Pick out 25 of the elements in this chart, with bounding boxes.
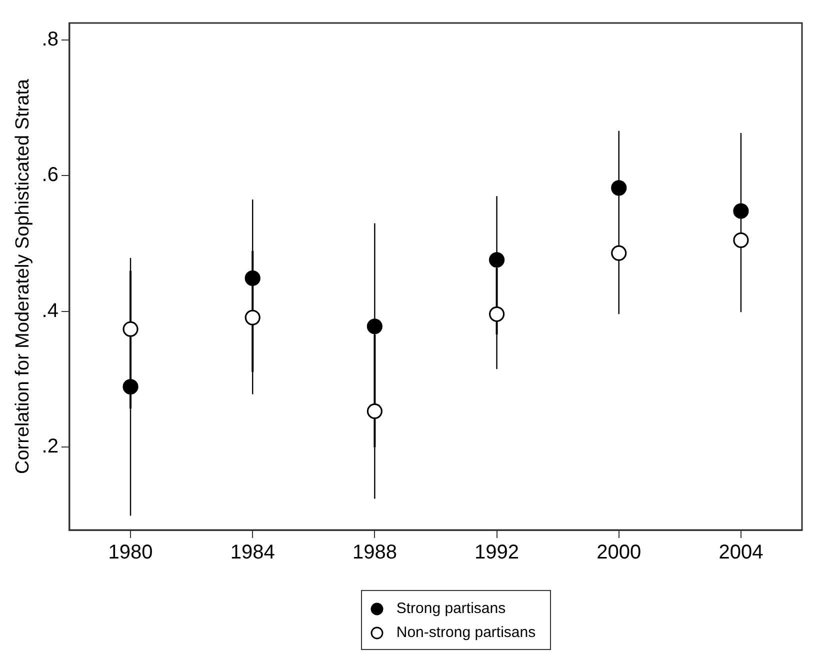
x-tick-label: 2004 xyxy=(718,542,764,564)
point xyxy=(488,306,505,322)
point xyxy=(733,232,749,248)
x-tick-label: 1984 xyxy=(230,542,275,564)
point xyxy=(611,180,627,196)
y-axis-title: Correlation for Moderately Sophisticated Strata xyxy=(12,78,34,474)
y-tick-label: .4 xyxy=(42,300,58,322)
y-tick-label: .8 xyxy=(42,28,58,50)
x-tick-label: 2000 xyxy=(596,542,642,564)
point xyxy=(733,203,749,219)
point xyxy=(366,403,382,420)
point xyxy=(122,378,138,395)
point xyxy=(244,270,260,286)
point xyxy=(611,245,627,261)
x-tick-label: 1992 xyxy=(474,542,520,564)
point xyxy=(122,321,138,337)
point xyxy=(488,252,505,268)
legend-label: Non-strong partisans xyxy=(396,623,536,643)
x-tick-label: 1980 xyxy=(108,542,153,564)
point xyxy=(366,318,382,334)
x-tick-label: 1988 xyxy=(352,542,397,564)
y-tick-label: .6 xyxy=(42,164,58,186)
point xyxy=(244,310,260,326)
legend-label: Strong partisans xyxy=(396,599,506,619)
y-tick-label: .2 xyxy=(42,436,58,458)
